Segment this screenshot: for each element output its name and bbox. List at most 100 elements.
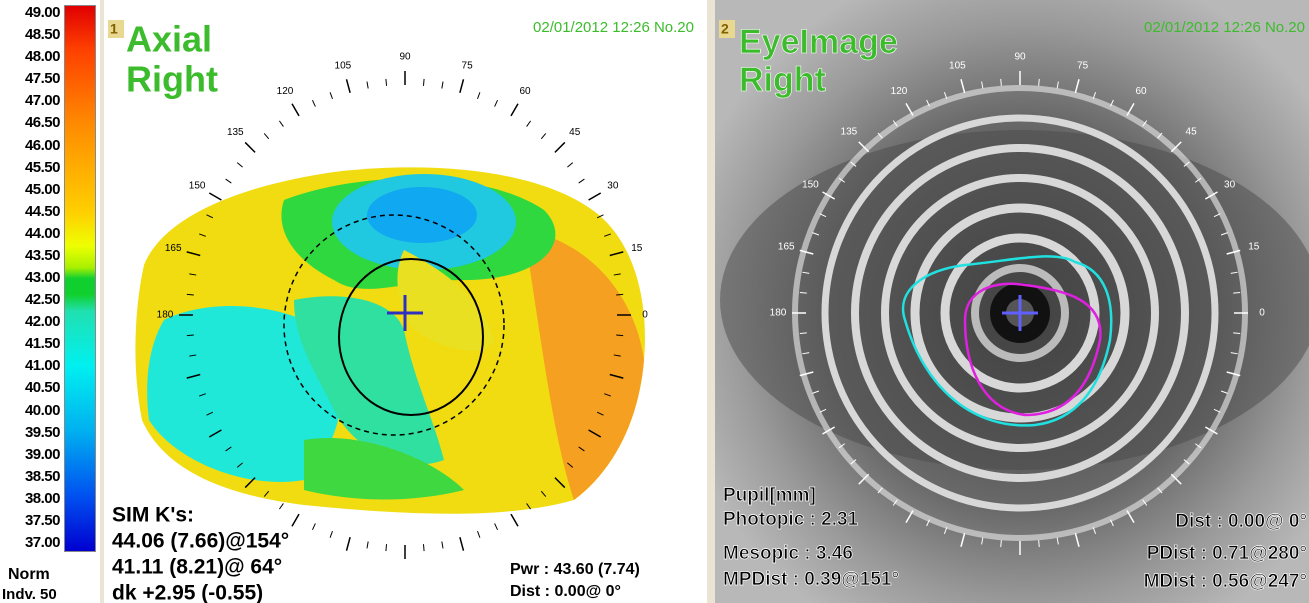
dial-tick	[494, 99, 499, 107]
dial-tick	[1183, 459, 1190, 465]
dial-tick	[1204, 191, 1218, 200]
pupil-info: Pupil[mm] Photopic : 2.31 Mesopic : 3.46…	[723, 485, 1308, 593]
scale-label: 42.50	[24, 291, 61, 309]
dial-tick	[510, 513, 519, 527]
dial-tick	[345, 79, 351, 94]
scale-label: 37.50	[24, 511, 61, 529]
dial-tick	[526, 120, 532, 127]
dial-tick	[1157, 487, 1163, 494]
dial-tick	[526, 503, 532, 510]
dial-tick	[799, 371, 814, 377]
scale-label: 39.50	[24, 423, 61, 441]
dial-tick	[494, 523, 499, 531]
dial-tick	[812, 232, 820, 236]
dial-tick	[1074, 533, 1080, 547]
scale-label: 46.50	[24, 114, 61, 132]
angle-label: 15	[1248, 241, 1260, 252]
timestamp: 02/01/2012 12:26 No.20	[533, 19, 694, 36]
scale-label: 40.00	[24, 401, 61, 419]
dial-tick	[616, 293, 624, 296]
dial-tick	[1233, 332, 1241, 334]
angle-label: 165	[165, 243, 182, 254]
dial-tick	[1157, 132, 1163, 139]
dashed-zone	[283, 214, 505, 436]
topography-map	[135, 167, 645, 514]
scale-label: 48.50	[24, 26, 61, 44]
scale-label: 37.00	[24, 534, 61, 551]
readout: PDist : 0.71@280°	[1147, 543, 1307, 564]
dial-tick	[225, 178, 232, 184]
angle-label: 165	[778, 241, 795, 252]
dial-tick	[799, 292, 807, 294]
dial-tick	[1142, 120, 1148, 127]
dial-tick	[441, 81, 444, 89]
dial-tick	[926, 519, 931, 527]
dial-tick	[366, 81, 369, 89]
dial-tick	[578, 178, 585, 184]
dial-tick	[278, 503, 284, 510]
dial-tick	[199, 393, 206, 397]
map-title: Axial	[126, 19, 212, 60]
dial-tick	[510, 103, 519, 117]
dial-tick	[422, 544, 425, 552]
dial-tick	[1230, 352, 1238, 355]
dial-tick	[1126, 510, 1135, 523]
scale-label: 46.00	[24, 136, 61, 154]
scale-label: 48.00	[24, 48, 61, 66]
scale-label: 41.50	[24, 335, 61, 353]
timestamp: 02/01/2012 12:26 No.20	[1144, 19, 1305, 36]
dial-tick	[1038, 540, 1040, 548]
dial-tick	[892, 499, 898, 506]
dial-tick	[799, 332, 807, 334]
dial-tick	[1195, 443, 1202, 449]
eye-label: Right	[739, 61, 826, 99]
readout: MDist : 0.56@247°	[1144, 571, 1307, 592]
dial-tick	[278, 120, 284, 127]
dial-tick	[578, 446, 585, 452]
dial-tick	[186, 334, 194, 337]
photopic-outline	[901, 255, 1113, 427]
angle-label: 120	[891, 86, 908, 97]
dial-tick	[208, 192, 222, 201]
simk-line: dk +2.95 (-0.55)	[112, 582, 263, 603]
dial-tick	[1220, 390, 1228, 394]
dial-tick	[540, 133, 547, 140]
dial-tick	[802, 271, 810, 274]
dial-tick	[206, 214, 214, 219]
dial-tick	[802, 352, 810, 355]
dial-tick	[1170, 141, 1182, 153]
dial-tick	[943, 527, 948, 534]
center-cross	[387, 295, 423, 331]
dial-tick	[1170, 473, 1182, 485]
angle-label: 150	[802, 180, 819, 191]
dial-tick	[477, 530, 481, 538]
readout: Dist : 0.00@ 0°	[510, 583, 621, 600]
dial-tick	[186, 251, 201, 257]
dial-tick	[609, 251, 624, 257]
dial-tick	[1109, 99, 1114, 107]
dial-tick	[822, 426, 836, 435]
pupil-line: MPDist : 0.39@151°	[723, 569, 899, 590]
panel-number: 2	[721, 21, 729, 37]
dial-tick	[1056, 537, 1059, 545]
dial-tick	[329, 530, 333, 538]
dial-tick	[199, 233, 206, 237]
angle-label: 30	[607, 181, 619, 192]
scale-panel: 49.00 48.50 48.00 47.50 47.00 46.50 46.00 45.50…	[0, 0, 100, 603]
dial-tick	[981, 81, 984, 89]
dial-tick	[189, 354, 197, 357]
angle-label: 150	[189, 181, 206, 192]
dial-tick	[311, 523, 316, 531]
scale-label: 43.50	[24, 246, 61, 264]
dial-tick	[1233, 292, 1241, 294]
scale-label: 47.00	[24, 92, 61, 110]
dial-tick	[477, 92, 481, 100]
dial-tick	[1204, 426, 1218, 435]
angle-label: 45	[1186, 127, 1198, 138]
dial-tick	[1213, 213, 1221, 218]
dial-tick	[1195, 177, 1202, 183]
dial-tick	[263, 133, 270, 140]
